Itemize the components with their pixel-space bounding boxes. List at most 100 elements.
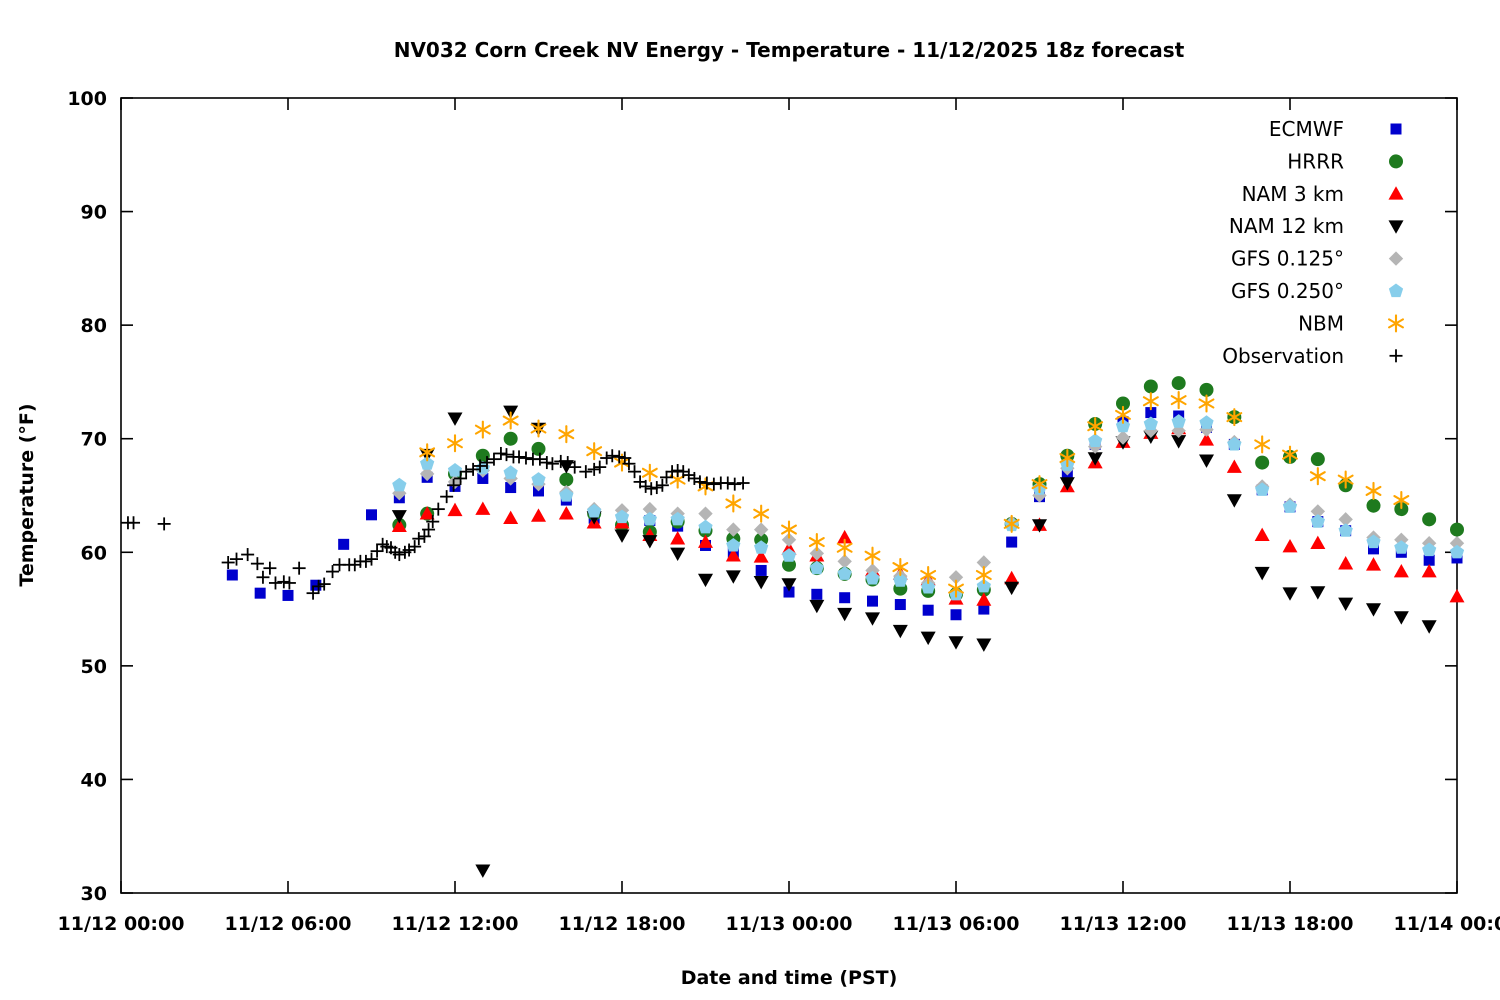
point-circle bbox=[1366, 498, 1381, 513]
point-square bbox=[282, 589, 294, 601]
point-diamond bbox=[1449, 536, 1465, 551]
point-diamond bbox=[726, 522, 741, 537]
point-triangle-down bbox=[1226, 494, 1242, 508]
point-triangle-up bbox=[1338, 556, 1354, 570]
point-plus bbox=[622, 457, 636, 471]
point-triangle-down bbox=[698, 573, 713, 588]
point-triangle-up bbox=[1449, 588, 1465, 603]
point-square bbox=[1423, 554, 1435, 566]
y-tick-label: 40 bbox=[81, 769, 107, 791]
point-pentagon bbox=[698, 519, 713, 534]
point-triangle-up bbox=[1282, 539, 1298, 553]
point-plus bbox=[440, 490, 454, 504]
point-triangle-down bbox=[1310, 586, 1326, 600]
point-pentagon bbox=[1199, 415, 1214, 429]
point-square bbox=[950, 609, 962, 621]
x-tick-label: 11/12 12:00 bbox=[392, 913, 519, 935]
point-pentagon bbox=[754, 540, 769, 554]
point-plus bbox=[317, 577, 331, 591]
legend-item-nbm: NBM bbox=[1298, 311, 1404, 335]
point-plus bbox=[480, 456, 494, 470]
point-triangle-down bbox=[1388, 220, 1404, 234]
point-triangle-down bbox=[1254, 566, 1270, 581]
legend: ECMWF HRRR NAM 3 km NAM 12 km GFS 0.125° GFS … bbox=[1222, 117, 1404, 368]
point-triangle-down bbox=[475, 864, 491, 878]
point-pentagon bbox=[614, 509, 630, 524]
point-diamond bbox=[1115, 430, 1131, 445]
point-plus bbox=[707, 477, 721, 491]
point-plus bbox=[554, 454, 568, 468]
point-plus bbox=[282, 576, 296, 590]
point-plus bbox=[250, 557, 264, 571]
point-diamond bbox=[948, 570, 964, 585]
point-triangle-down bbox=[447, 412, 463, 426]
point-asterisk bbox=[447, 434, 463, 453]
point-triangle-down bbox=[1032, 519, 1047, 533]
point-asterisk bbox=[948, 579, 964, 598]
plot-frame: 30 40 50 60 70 80 90 100 11/12 00:00 11/12 06:00 1… bbox=[58, 88, 1500, 935]
point-asterisk bbox=[892, 557, 909, 577]
point-circle bbox=[1255, 455, 1270, 470]
point-triangle-up bbox=[976, 592, 992, 606]
x-tick-label: 11/12 00:00 bbox=[58, 913, 185, 935]
point-asterisk bbox=[864, 546, 881, 565]
point-square bbox=[366, 509, 377, 521]
legend-label: GFS 0.250° bbox=[1231, 279, 1344, 303]
point-triangle-up bbox=[1310, 535, 1326, 549]
point-plus bbox=[402, 543, 416, 557]
series-nam-12-km bbox=[391, 405, 1437, 878]
point-plus bbox=[676, 465, 690, 479]
point-triangle-up bbox=[725, 548, 741, 562]
point-circle bbox=[1389, 154, 1403, 169]
point-triangle-down bbox=[920, 631, 936, 646]
point-diamond bbox=[837, 554, 852, 569]
point-triangle-down bbox=[837, 607, 853, 622]
point-plus bbox=[561, 456, 575, 470]
point-pentagon bbox=[1282, 499, 1298, 513]
point-diamond bbox=[781, 532, 797, 547]
x-tick-label: 11/13 18:00 bbox=[1227, 913, 1354, 935]
point-plus bbox=[1389, 349, 1403, 363]
point-pentagon bbox=[1394, 540, 1409, 554]
chart-title: NV032 Corn Creek NV Energy - Temperature… bbox=[394, 38, 1185, 62]
point-plus bbox=[687, 471, 701, 485]
point-triangle-down bbox=[1366, 603, 1381, 617]
point-square bbox=[783, 586, 795, 598]
point-asterisk bbox=[1031, 475, 1048, 494]
point-asterisk bbox=[641, 463, 658, 482]
point-asterisk bbox=[530, 419, 547, 438]
point-asterisk bbox=[753, 504, 770, 523]
point-plus bbox=[263, 561, 277, 575]
point-pentagon bbox=[809, 560, 824, 575]
point-pentagon bbox=[837, 566, 852, 580]
point-square bbox=[310, 579, 322, 591]
point-circle bbox=[1394, 502, 1409, 517]
point-plus bbox=[359, 554, 373, 568]
point-pentagon bbox=[587, 503, 602, 518]
point-plus bbox=[431, 502, 445, 516]
point-circle bbox=[1199, 382, 1214, 397]
point-pentagon bbox=[781, 548, 797, 562]
point-triangle-up bbox=[698, 534, 713, 548]
point-pentagon bbox=[1088, 433, 1103, 448]
x-tick-label: 11/12 06:00 bbox=[225, 913, 352, 935]
legend-item-observation: Observation bbox=[1222, 344, 1403, 368]
point-plus bbox=[579, 465, 593, 479]
point-asterisk bbox=[920, 565, 937, 585]
point-plus bbox=[665, 465, 679, 479]
point-asterisk bbox=[419, 443, 436, 462]
point-square bbox=[755, 564, 767, 576]
point-plus bbox=[417, 529, 431, 543]
point-plus bbox=[473, 459, 487, 473]
point-plus bbox=[365, 552, 378, 566]
point-square bbox=[505, 482, 517, 494]
point-plus bbox=[312, 579, 326, 593]
x-tick-label: 11/13 00:00 bbox=[726, 913, 853, 935]
point-square bbox=[922, 604, 934, 616]
point-plus bbox=[540, 456, 554, 470]
point-asterisk bbox=[975, 565, 992, 585]
point-asterisk bbox=[1003, 514, 1020, 533]
point-asterisk bbox=[1393, 490, 1410, 510]
point-plus bbox=[466, 462, 480, 476]
y-axis-label: Temperature (°F) bbox=[16, 403, 38, 586]
